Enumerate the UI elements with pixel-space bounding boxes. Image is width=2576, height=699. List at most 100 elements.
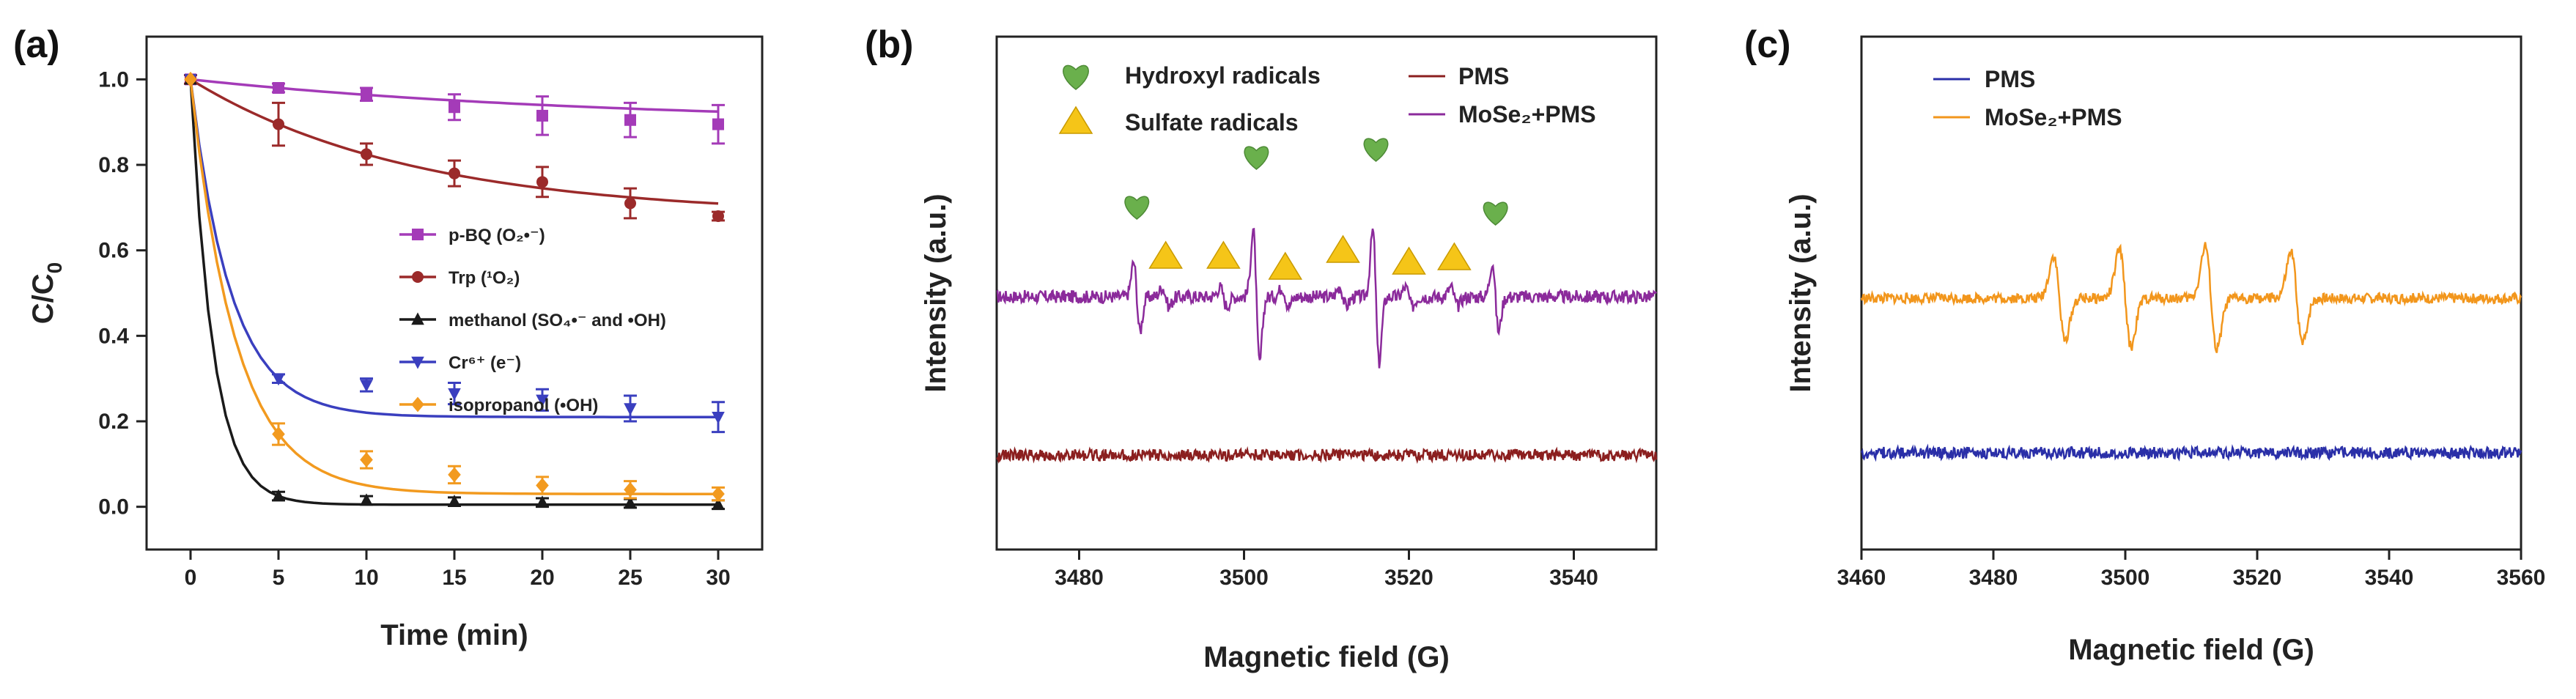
panel-a-ylabel: C/C0 [27,262,66,324]
panel-a-xtick-label: 30 [706,566,730,590]
mose2-pms-trace [1860,242,2523,353]
panel-b-ylabel: Intensity (a.u.) [920,193,952,392]
series-curve-2 [189,79,718,506]
data-point [361,148,372,160]
legend-label: Hydroxyl radicals [1125,62,1321,89]
data-point [624,403,637,416]
panel-c-xlabel: Magnetic field (G) [2068,634,2314,666]
panel-b-label: (b) [865,23,913,66]
panel-a-ytick-label: 0.6 [98,239,129,263]
legend-label: isopropanol (•OH) [449,396,598,415]
legend-label: PMS [1458,63,1509,89]
panel-a-ytick-label: 0.4 [98,324,129,348]
data-point [712,411,725,424]
legend-label: Sulfate radicals [1125,109,1299,136]
data-point [449,101,460,114]
legend-label: MoSe₂+PMS [1458,101,1596,127]
data-point [448,495,461,507]
data-point [360,452,373,467]
data-point [361,88,372,100]
data-point [536,495,549,508]
panel-b-xtick-label: 3500 [1219,566,1269,590]
data-point [536,394,549,407]
legend-marker [411,312,424,325]
data-point [712,210,724,222]
data-point [272,489,285,502]
legend-label: Trp (¹O₂) [449,268,520,288]
panel-a: (a) Time (min) C/C0 0 5 10 15 20 25 30 0.0 0.2 0.… [13,23,764,651]
data-point [273,82,284,94]
panel-a-xtick-label: 5 [273,566,285,590]
data-point [712,118,724,130]
legend-label: MoSe₂+PMS [1985,104,2122,130]
data-point [448,388,461,401]
data-point [272,373,285,386]
legend-heart-icon [1063,64,1089,90]
sulfate-triangle-marker [1148,240,1183,269]
hydroxyl-heart-marker [1124,196,1150,220]
panel-a-xtick-label: 10 [354,566,378,590]
data-point [712,498,725,510]
panel-c: (c) Magnetic field (G) Intensity (a.u.) … [1744,23,2545,666]
data-point [712,486,725,502]
legend-label: methanol (SO₄•⁻ and •OH) [449,311,666,330]
mose2-pms-trace [996,227,1658,369]
data-point [536,109,548,122]
legend-marker [412,229,424,240]
panel-a-xlabel: Time (min) [380,619,528,651]
data-point [536,478,549,493]
panel-b: (b) Magnetic field (G) Intensity (a.u.) … [865,23,1658,673]
data-point [624,496,637,509]
data-point [184,71,197,87]
hydroxyl-heart-marker [1483,201,1508,226]
data-point [273,118,284,130]
pms-trace [1860,443,2523,462]
panel-c-xtick-label: 3500 [2101,566,2150,590]
legend-triangle-icon [1058,106,1093,134]
panel-a-xtick-label: 15 [442,566,466,590]
panel-b-xtick-label: 3520 [1384,566,1433,590]
panel-a-ytick-label: 0.8 [98,153,129,177]
data-point [448,467,461,483]
sulfate-triangle-marker [1206,240,1241,269]
panel-a-label: (a) [13,23,60,66]
sulfate-triangle-marker [1326,234,1360,263]
panel-b-xtick-label: 3540 [1549,566,1598,590]
sulfate-triangle-marker [1392,246,1426,275]
legend-label: Cr⁶⁺ (e⁻) [449,353,521,373]
hydroxyl-heart-marker [1244,146,1269,170]
panel-c-xtick-label: 3460 [1837,566,1886,590]
data-point [624,481,637,498]
sulfate-triangle-marker [1268,251,1303,280]
panel-c-xtick-label: 3540 [2365,566,2414,590]
panel-a-xtick-label: 20 [530,566,554,590]
legend-label: p-BQ (O₂•⁻) [449,226,545,245]
legend-marker [412,271,424,283]
pms-trace [996,445,1658,465]
panel-b-xtick-label: 3480 [1055,566,1104,590]
panel-a-ytick-label: 0.2 [98,410,129,434]
panel-c-xtick-label: 3560 [2497,566,2546,590]
panel-c-xtick-label: 3520 [2233,566,2282,590]
panel-a-xtick-label: 25 [618,566,642,590]
panel-c-frame [1860,35,2523,551]
legend-marker [411,356,424,369]
legend-marker [411,396,424,413]
panel-a-ytick-label: 0.0 [98,495,129,519]
hydroxyl-heart-marker [1363,138,1389,162]
panel-c-label: (c) [1744,23,1791,66]
panel-c-ylabel: Intensity (a.u.) [1785,193,1817,392]
panel-c-xtick-label: 3480 [1969,566,2018,590]
data-point [272,426,285,442]
data-point [449,167,460,180]
sulfate-triangle-marker [1437,242,1472,270]
data-point [536,176,548,188]
panel-a-xtick-label: 0 [185,566,197,590]
data-point [624,197,636,210]
data-point [624,114,636,126]
data-point [360,493,373,506]
panel-b-xlabel: Magnetic field (G) [1203,641,1450,673]
data-point [360,380,373,393]
legend-label: PMS [1985,66,2035,92]
